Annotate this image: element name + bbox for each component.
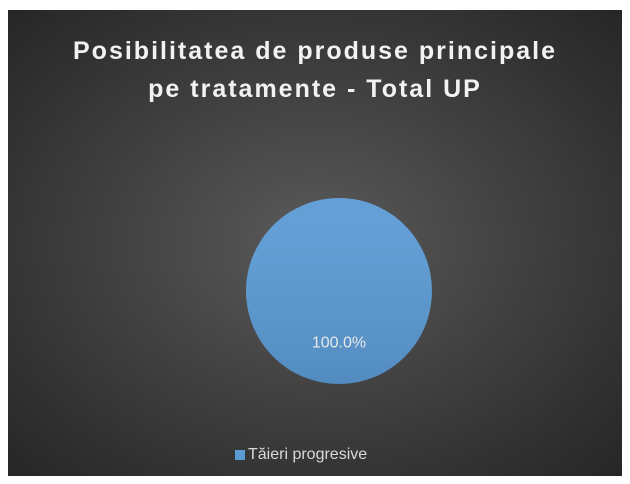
data-label: 100.0%: [312, 334, 366, 351]
slice-shade: [246, 198, 432, 384]
chart-title: Posibilitatea de produse principale pe t…: [73, 37, 557, 103]
legend-swatch: [235, 450, 245, 460]
legend-label: Tăieri progresive: [248, 446, 367, 463]
